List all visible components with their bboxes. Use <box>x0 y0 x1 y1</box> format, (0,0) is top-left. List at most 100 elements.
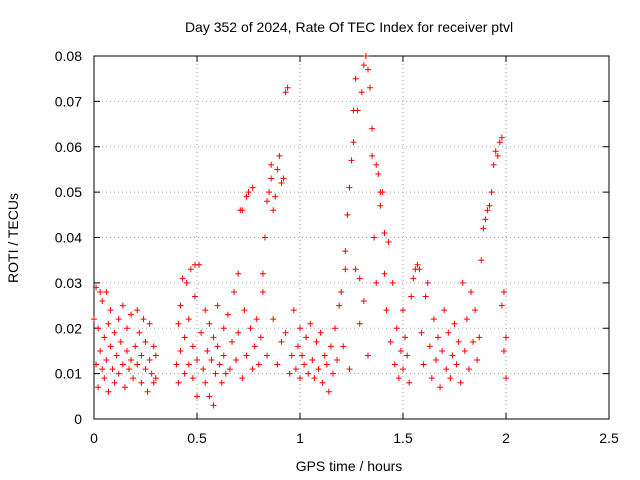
data-point <box>268 175 275 182</box>
chart-title: Day 352 of 2024, Rate Of TEC Index for r… <box>185 19 513 35</box>
data-point <box>115 370 122 377</box>
data-point <box>284 84 291 91</box>
data-point <box>222 370 229 377</box>
data-point <box>140 316 147 323</box>
data-point <box>315 366 322 373</box>
data-point <box>391 361 398 368</box>
data-point <box>371 234 378 241</box>
data-point <box>498 134 505 141</box>
data-point <box>290 307 297 314</box>
data-point <box>470 338 477 345</box>
data-point <box>435 334 442 341</box>
data-point <box>255 361 262 368</box>
data-point <box>91 316 97 323</box>
y-tick-label: 0.06 <box>55 139 82 155</box>
x-axis-label: GPS time / hours <box>296 458 403 474</box>
data-point <box>226 366 233 373</box>
data-point <box>373 161 380 168</box>
data-point <box>321 352 328 359</box>
data-point <box>346 184 353 191</box>
data-point <box>270 316 277 323</box>
data-point <box>276 152 283 159</box>
data-point <box>422 293 429 300</box>
data-point <box>352 266 359 273</box>
data-point <box>280 175 287 182</box>
data-point <box>105 388 112 395</box>
data-point <box>251 343 258 350</box>
y-tick-label: 0.05 <box>55 184 82 200</box>
data-point <box>216 361 223 368</box>
data-point <box>482 216 489 223</box>
data-point <box>373 279 380 286</box>
data-points <box>91 53 509 409</box>
data-point <box>101 375 108 382</box>
data-point <box>297 375 303 382</box>
data-point <box>313 338 320 345</box>
x-tick-label: 2.5 <box>599 430 619 446</box>
data-point <box>418 329 425 336</box>
data-point <box>113 352 120 359</box>
data-point <box>257 334 264 341</box>
data-point <box>346 366 353 373</box>
data-point <box>235 270 242 277</box>
data-point <box>121 384 128 391</box>
data-point <box>426 343 433 350</box>
data-point <box>231 288 238 295</box>
data-point <box>500 288 507 295</box>
data-point <box>249 184 256 191</box>
data-point <box>303 334 310 341</box>
data-point <box>428 375 435 382</box>
data-point <box>198 329 205 336</box>
y-tick-label: 0.04 <box>55 230 82 246</box>
data-point <box>239 375 246 382</box>
data-point <box>150 379 157 386</box>
data-point <box>476 334 483 341</box>
data-point <box>362 53 369 59</box>
data-point <box>220 325 227 332</box>
x-tick-labels: 0 0.5 1 1.5 2 2.5 <box>90 430 619 446</box>
data-point <box>358 89 365 96</box>
data-point <box>317 329 324 336</box>
data-point <box>451 320 458 327</box>
data-point <box>457 379 464 386</box>
data-point <box>93 361 100 368</box>
data-point <box>432 357 439 364</box>
data-point <box>494 152 501 159</box>
data-point <box>187 266 194 273</box>
data-point <box>332 325 339 332</box>
data-point <box>414 261 421 268</box>
y-tick-label: 0.07 <box>55 93 82 109</box>
data-point <box>128 357 135 364</box>
data-point <box>218 379 225 386</box>
data-point <box>97 288 104 295</box>
data-point <box>406 379 413 386</box>
data-point <box>311 375 318 382</box>
data-point <box>474 357 481 364</box>
data-point <box>379 189 386 196</box>
data-point <box>142 338 149 345</box>
data-point <box>367 84 374 91</box>
data-point <box>103 357 110 364</box>
data-point <box>272 193 279 200</box>
data-point <box>402 334 409 341</box>
data-point <box>130 375 137 382</box>
data-point <box>486 202 493 209</box>
data-point <box>441 307 448 314</box>
data-point <box>323 361 330 368</box>
data-point <box>109 366 116 373</box>
data-point <box>496 139 503 146</box>
data-point <box>375 170 382 177</box>
data-point <box>177 302 184 309</box>
data-point <box>352 75 359 82</box>
data-point <box>261 234 268 241</box>
data-point <box>136 329 143 336</box>
data-point <box>247 325 254 332</box>
data-point <box>264 352 271 359</box>
data-point <box>128 311 135 318</box>
y-tick-labels: 0 0.01 0.02 0.03 0.04 0.05 0.06 0.07 0.08 <box>55 48 82 427</box>
data-point <box>119 302 126 309</box>
data-point <box>264 198 271 205</box>
data-point <box>397 347 404 354</box>
data-point <box>235 329 242 336</box>
data-point <box>214 343 221 350</box>
